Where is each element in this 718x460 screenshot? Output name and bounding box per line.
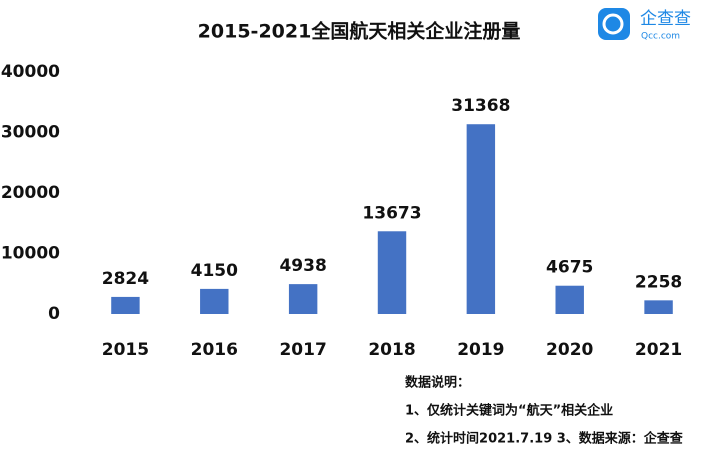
logo-url: Qcc.com	[641, 32, 680, 42]
x-tick-label: 2016	[191, 340, 238, 360]
value-label: 4938	[279, 256, 326, 276]
bar	[200, 288, 229, 314]
y-tick-label: 0	[48, 304, 60, 324]
bar	[555, 285, 584, 314]
logo-icon	[598, 8, 630, 40]
value-label: 2824	[102, 269, 149, 289]
logo-name: 企查查	[640, 9, 691, 29]
value-label: 2258	[635, 272, 682, 292]
x-tick-label: 2017	[279, 340, 326, 360]
logo: 企查查 Qcc.com	[598, 8, 691, 42]
y-tick-label: 40000	[1, 62, 60, 82]
y-tick-label: 10000	[1, 244, 60, 264]
y-tick-label: 30000	[1, 123, 60, 143]
chart-title: 2015-2021全国航天相关企业注册量	[198, 20, 521, 43]
bar	[466, 124, 496, 314]
logo-icon-mark	[602, 13, 624, 35]
bar	[111, 296, 140, 314]
x-tick-label: 2021	[635, 340, 682, 360]
x-tick-label: 2019	[457, 340, 504, 360]
value-label: 4675	[546, 258, 593, 278]
value-label: 31368	[451, 96, 510, 116]
bar	[377, 231, 407, 314]
y-tick-label: 20000	[1, 183, 60, 203]
x-tick-label: 2020	[546, 340, 593, 360]
note: 2、统计时间2021.7.19 3、数据来源：企查查	[405, 431, 684, 447]
x-tick-label: 2015	[102, 340, 149, 360]
note: 数据说明：	[405, 375, 470, 391]
bar	[288, 284, 318, 314]
bar	[644, 300, 673, 314]
value-label: 13673	[362, 203, 421, 223]
x-tick-label: 2018	[368, 340, 415, 360]
note: 1、仅统计关键词为“航天”相关企业	[405, 403, 613, 419]
value-label: 4150	[191, 261, 238, 281]
